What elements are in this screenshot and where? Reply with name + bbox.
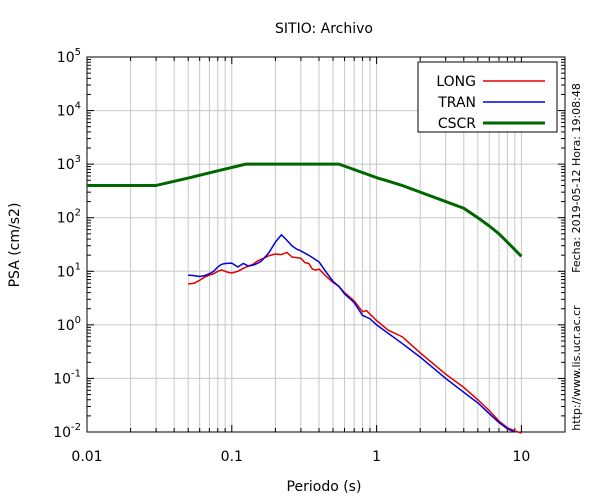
source-url: http://www.lis.ucr.ac.cr [570, 305, 583, 431]
y-tick-label: 104 [57, 101, 81, 120]
legend-box [417, 61, 558, 133]
chart-title: SITIO: Archivo [275, 21, 373, 37]
y-tick-label: 105 [57, 47, 81, 66]
y-tick-label: 100 [57, 315, 81, 334]
plot-frame [86, 56, 566, 433]
legend-label-long: LONG [436, 74, 476, 90]
date-time-stamp: Fecha: 2019-05-12 Hora: 19:08:48 [570, 83, 583, 273]
series-layer [87, 162, 523, 434]
x-tick-label: 0.1 [221, 449, 243, 465]
ticks-layer: 0.01 0.1 1 10 10-2 10-1 100 101 102 103 104 105 [53, 47, 566, 465]
legend: LONG TRAN CSCR [417, 61, 558, 133]
legend-label-tran: TRAN [437, 95, 476, 111]
series-line-tran [188, 234, 516, 433]
y-tick-label: 10-1 [53, 368, 81, 387]
legend-label-cscr: CSCR [438, 116, 476, 132]
series-line-cscr [87, 162, 523, 258]
x-axis-label: Periodo (s) [287, 479, 362, 495]
x-tick-label: 1 [372, 449, 381, 465]
y-axis-label: PSA (cm/s2) [7, 203, 23, 288]
y-tick-label: 102 [57, 208, 81, 227]
series-line-long [188, 251, 522, 434]
y-tick-label: 103 [57, 154, 81, 173]
x-tick-label: 0.01 [71, 449, 102, 465]
grid-layer [87, 56, 565, 432]
y-tick-label: 101 [57, 261, 81, 280]
y-tick-label: 10-2 [53, 422, 81, 441]
x-tick-label: 10 [512, 449, 530, 465]
